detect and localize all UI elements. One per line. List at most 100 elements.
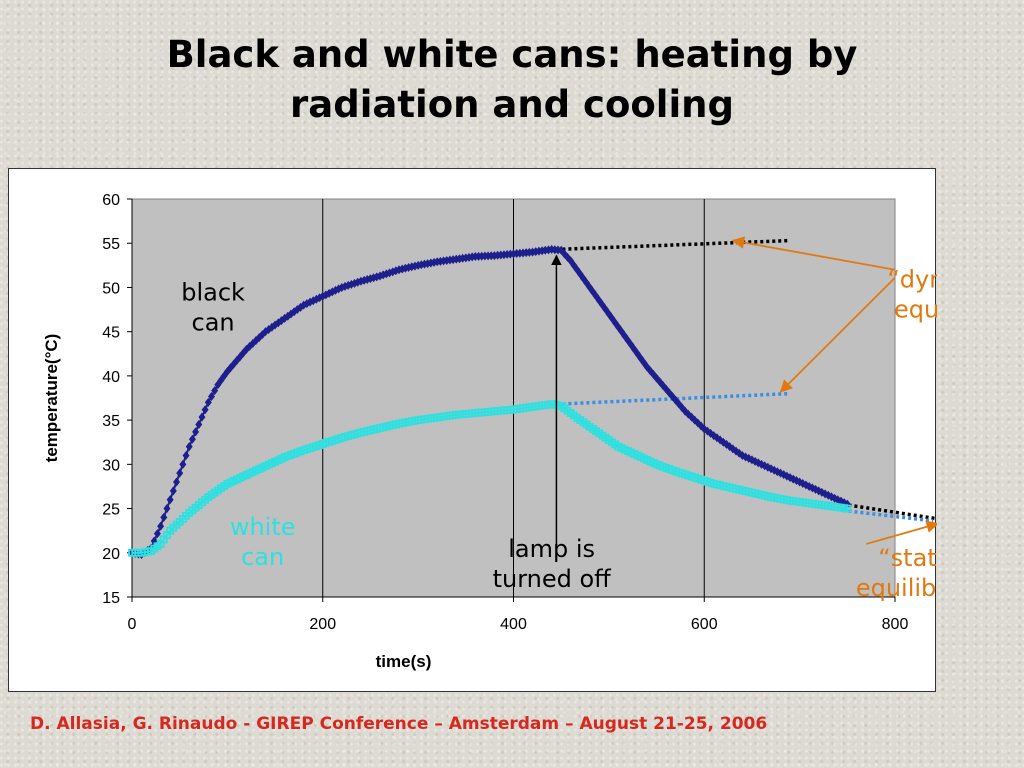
data-point-black — [668, 392, 676, 402]
data-point-black — [176, 468, 184, 478]
data-point-black — [579, 274, 587, 284]
data-point-black — [249, 338, 257, 348]
data-point-black — [312, 294, 320, 304]
data-point-black — [198, 412, 206, 422]
annotation-line: white — [230, 513, 296, 541]
data-point-black — [188, 434, 196, 444]
data-point-black — [185, 442, 193, 452]
data-point-black — [255, 333, 263, 343]
y-tick-label: 50 — [102, 280, 120, 297]
data-point-black — [452, 254, 460, 264]
data-point-black — [169, 486, 177, 496]
y-tick-label: 60 — [102, 192, 120, 209]
data-point-black — [201, 405, 209, 415]
slide-title: Black and white cans: heating by radiati… — [0, 30, 1024, 130]
x-tick-label: 800 — [882, 616, 909, 633]
data-point-black — [211, 386, 219, 396]
data-point-black — [618, 327, 626, 337]
data-point-black — [258, 330, 266, 340]
annotation-line: turned off — [493, 565, 612, 593]
annotation-line: equilibrium — [856, 574, 937, 602]
y-tick-label: 45 — [102, 325, 120, 342]
annotation-line: “dynamical” — [887, 265, 937, 293]
annotation-line: can — [241, 543, 284, 571]
annotation-arrows — [551, 236, 937, 552]
title-line-1: Black and white cans: heating by — [166, 33, 858, 76]
title-line-2: radiation and cooling — [290, 83, 734, 126]
data-point-black — [586, 282, 594, 292]
data-point-black — [570, 260, 578, 270]
trend-line-black-equilibrium — [556, 238, 791, 252]
data-point-black — [192, 427, 200, 437]
data-point-black — [672, 395, 680, 405]
footer-credit: D. Allasia, G. Rinaudo - GIREP Conferenc… — [30, 714, 768, 734]
x-axis-title: time(s) — [376, 652, 432, 671]
dynamical-arrow-lower — [779, 277, 896, 393]
y-tick-label: 35 — [102, 413, 120, 430]
data-point-black — [627, 340, 635, 350]
data-point-black — [153, 529, 161, 539]
data-point-black — [386, 268, 394, 278]
data-point-black — [665, 388, 673, 398]
annotation-line: lamp is — [508, 535, 595, 563]
annotation-static: “static”equilibrium — [856, 544, 937, 602]
data-point-black — [331, 285, 339, 295]
data-point-black — [195, 420, 203, 430]
data-point-black — [576, 269, 584, 279]
x-tick-label: 400 — [500, 616, 527, 633]
dynamical-arrow-upper — [731, 236, 896, 271]
grid-lines — [322, 199, 705, 597]
data-point-black — [303, 299, 311, 309]
data-point-black — [405, 263, 413, 273]
data-point-black — [319, 291, 327, 301]
data-point-black — [166, 495, 174, 505]
y-tick-label: 20 — [102, 546, 120, 563]
data-point-black — [376, 271, 384, 281]
data-point-black — [538, 246, 546, 256]
series-line-white — [132, 403, 848, 554]
data-point-black — [157, 521, 165, 531]
data-point-black — [370, 273, 378, 283]
y-tick-label: 55 — [102, 236, 120, 253]
data-point-black — [440, 256, 448, 266]
annotation-line: “static” — [878, 544, 937, 572]
x-tick-label: 0 — [128, 616, 137, 633]
series-white — [128, 400, 852, 557]
y-tick-label: 40 — [102, 369, 120, 386]
data-point-black — [564, 252, 572, 262]
data-point-black — [173, 477, 181, 487]
chart-frame: 15 20 25 30 35 40 45 50 55 60 0 200 400 600 800 time(s… — [8, 168, 937, 692]
data-point-white — [843, 504, 852, 513]
y-tick-label: 15 — [102, 590, 120, 607]
data-point-black — [347, 279, 355, 289]
annotation-dynamical: “dynamical”equilibrium — [887, 265, 937, 323]
data-point-black — [271, 320, 279, 330]
data-point-black — [163, 504, 171, 514]
data-point-black — [637, 353, 645, 363]
y-axis-title: temperature(°C) — [42, 334, 61, 463]
data-point-black — [560, 249, 568, 259]
annotation-line: equilibrium — [894, 295, 937, 323]
y-tick-label: 25 — [102, 502, 120, 519]
static-arrow — [866, 520, 937, 545]
data-point-black — [408, 262, 416, 272]
data-point-black — [274, 318, 282, 328]
data-point-black — [293, 305, 301, 315]
x-tick-label: 600 — [691, 616, 718, 633]
data-point-black — [179, 459, 187, 469]
data-point-black — [217, 375, 225, 385]
data-point-black — [357, 276, 365, 286]
annotation-line: can — [192, 309, 235, 337]
data-point-black — [595, 296, 603, 306]
x-tick-label: 200 — [309, 616, 336, 633]
trend-line-static-black — [842, 502, 937, 521]
data-point-black — [204, 397, 212, 407]
annotation-line: black — [181, 279, 245, 307]
data-point-black — [363, 274, 371, 284]
